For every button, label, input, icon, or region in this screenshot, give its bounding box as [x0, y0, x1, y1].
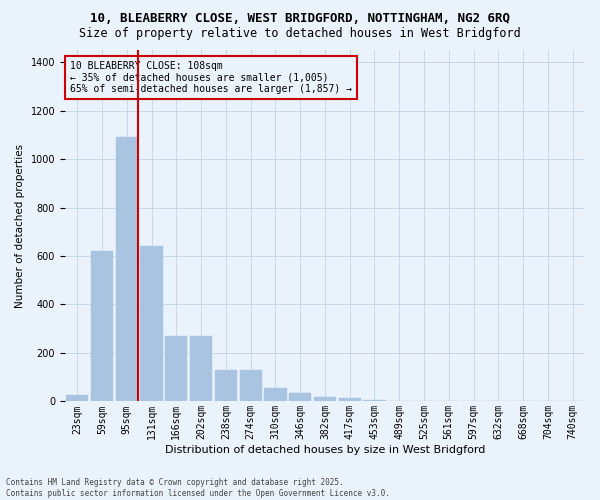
Bar: [140, 246, 163, 402]
Bar: [66, 396, 88, 402]
Bar: [116, 137, 138, 402]
Bar: [289, 393, 311, 402]
Bar: [165, 336, 187, 402]
Bar: [364, 400, 386, 402]
Bar: [338, 398, 361, 402]
Bar: [190, 336, 212, 402]
Text: Contains HM Land Registry data © Crown copyright and database right 2025.
Contai: Contains HM Land Registry data © Crown c…: [6, 478, 390, 498]
Bar: [239, 370, 262, 402]
Text: 10 BLEABERRY CLOSE: 108sqm
← 35% of detached houses are smaller (1,005)
65% of s: 10 BLEABERRY CLOSE: 108sqm ← 35% of deta…: [70, 60, 352, 94]
Text: 10, BLEABERRY CLOSE, WEST BRIDGFORD, NOTTINGHAM, NG2 6RQ: 10, BLEABERRY CLOSE, WEST BRIDGFORD, NOT…: [90, 12, 510, 26]
Bar: [91, 251, 113, 402]
Bar: [264, 388, 287, 402]
Y-axis label: Number of detached properties: Number of detached properties: [15, 144, 25, 308]
Bar: [215, 370, 237, 402]
X-axis label: Distribution of detached houses by size in West Bridgford: Distribution of detached houses by size …: [165, 445, 485, 455]
Bar: [314, 396, 336, 402]
Text: Size of property relative to detached houses in West Bridgford: Size of property relative to detached ho…: [79, 28, 521, 40]
